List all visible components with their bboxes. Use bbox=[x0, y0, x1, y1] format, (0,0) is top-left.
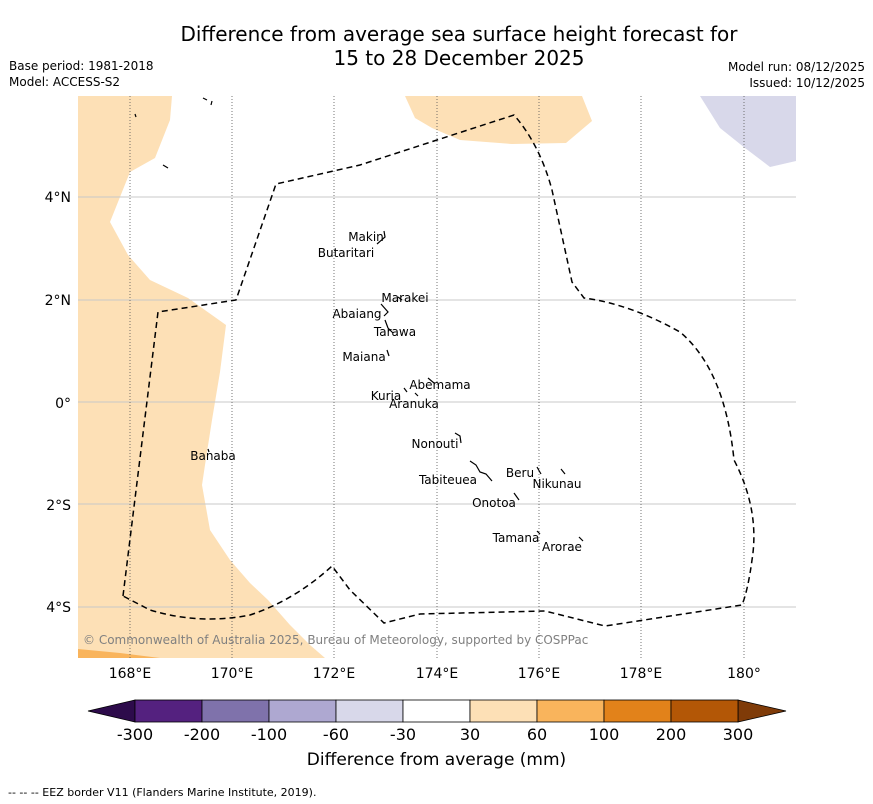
island-shape-maiana bbox=[386, 349, 390, 357]
label-abaiang: Abaiang bbox=[332, 307, 381, 321]
map-area: Makin Butaritari Marakei Abaiang Tarawa … bbox=[78, 96, 796, 658]
colorbar-tick: -200 bbox=[184, 725, 220, 744]
island-shape-beru bbox=[536, 466, 542, 475]
label-banaba: Banaba bbox=[190, 449, 236, 463]
model-info: Base period: 1981-2018 Model: ACCESS-S2 bbox=[9, 58, 154, 90]
label-nikunau: Nikunau bbox=[532, 477, 581, 491]
lon-axis-labels: 168°E 170°E 172°E 174°E 176°E 178°E 180° bbox=[109, 666, 761, 682]
island-shape-kuria bbox=[403, 387, 419, 397]
label-nonouti: Nonouti bbox=[412, 437, 459, 451]
island-shape-marshall-b bbox=[162, 164, 169, 169]
lon-label-180: 180° bbox=[727, 666, 761, 682]
island-shape-tabiteuea bbox=[469, 460, 493, 482]
lat-label-2s: 2°S bbox=[46, 498, 71, 514]
island-shape-nonouti bbox=[454, 432, 462, 444]
colorbar-swatch bbox=[469, 699, 538, 723]
colorbar-tick: 60 bbox=[527, 725, 547, 744]
colorbar-tick: 100 bbox=[589, 725, 620, 744]
island-shape-marshall-c bbox=[202, 97, 213, 106]
colorbar-swatch bbox=[536, 699, 605, 723]
colorbar-swatch bbox=[134, 699, 203, 723]
lon-label-172e: 172°E bbox=[313, 666, 356, 682]
eez-border bbox=[122, 114, 755, 627]
lat-label-0: 0° bbox=[55, 396, 71, 412]
colorbar-tick: -30 bbox=[390, 725, 416, 744]
label-tamana: Tamana bbox=[492, 531, 540, 545]
island-shape-marshall-a bbox=[134, 113, 137, 118]
label-makin: Makin bbox=[348, 230, 384, 244]
anomaly-region-west bbox=[78, 96, 325, 658]
label-kuria: Kuria bbox=[371, 389, 402, 403]
colorbar-label: Difference from average (mm) bbox=[306, 750, 567, 770]
colorbar-swatch bbox=[670, 699, 739, 723]
island-shape-onotoa bbox=[513, 492, 520, 501]
label-maiana: Maiana bbox=[342, 350, 385, 364]
colorbar-tick: -100 bbox=[251, 725, 287, 744]
lat-axis-labels: 4°N 2°N 0° 2°S 4°S bbox=[45, 190, 72, 616]
base-period: Base period: 1981-2018 bbox=[9, 59, 154, 73]
colorbar-swatches bbox=[134, 699, 739, 723]
label-tarawa: Tarawa bbox=[373, 325, 416, 339]
colorbar-tick: -60 bbox=[323, 725, 349, 744]
island-shape-tarawa bbox=[384, 319, 394, 334]
label-arorae: Arorae bbox=[542, 540, 582, 554]
lat-label-4s: 4°S bbox=[46, 600, 71, 616]
model-name: Model: ACCESS-S2 bbox=[9, 75, 121, 89]
model-run: Model run: 08/12/2025 bbox=[727, 60, 865, 74]
lat-label-2n: 2°N bbox=[45, 293, 71, 309]
island-shape-makin bbox=[376, 230, 386, 245]
copyright-text: © Commonwealth of Australia 2025, Bureau… bbox=[83, 633, 588, 647]
lon-label-170e: 170°E bbox=[211, 666, 254, 682]
colorbar-swatch bbox=[201, 699, 270, 723]
island-shape-tamana bbox=[536, 530, 541, 535]
lat-label-4n: 4°N bbox=[45, 190, 71, 206]
lon-label-178e: 178°E bbox=[620, 666, 663, 682]
colorbar-swatch bbox=[268, 699, 337, 723]
map-title-line2: 15 to 28 December 2025 bbox=[333, 46, 585, 70]
colorbar-over-arrow bbox=[737, 699, 787, 723]
colorbar-tick: 30 bbox=[460, 725, 480, 744]
colorbar-swatch bbox=[335, 699, 404, 723]
anomaly-region-northeast bbox=[700, 96, 796, 167]
run-info: Model run: 08/12/2025 Issued: 10/12/2025 bbox=[728, 59, 865, 91]
island-labels: Makin Butaritari Marakei Abaiang Tarawa … bbox=[190, 230, 582, 554]
colorbar: -300 -200 -100 -60 -30 30 60 100 200 300 bbox=[87, 699, 787, 744]
island-shape-arorae bbox=[578, 536, 584, 542]
colorbar-swatch bbox=[402, 699, 471, 723]
island-shape-abaiang bbox=[380, 303, 389, 317]
colorbar-swatch bbox=[603, 699, 672, 723]
colorbar-under-arrow bbox=[87, 699, 136, 723]
colorbar-ticks: -300 -200 -100 -60 -30 30 60 100 200 300 bbox=[117, 725, 753, 744]
colorbar-tick: 300 bbox=[723, 725, 754, 744]
eez-legend-footer: -- -- -- EEZ border V11 (Flanders Marine… bbox=[8, 786, 317, 799]
label-marakei: Marakei bbox=[381, 291, 428, 305]
lon-label-168e: 168°E bbox=[109, 666, 152, 682]
map-title-line1: Difference from average sea surface heig… bbox=[180, 22, 738, 46]
island-shape-nikunau bbox=[560, 468, 566, 475]
island-shapes bbox=[134, 97, 584, 542]
label-aranuka: Aranuka bbox=[389, 397, 439, 411]
island-shape-marakei bbox=[397, 296, 403, 301]
anomaly-region-north bbox=[405, 96, 592, 144]
label-abemama: Abemama bbox=[409, 378, 470, 392]
graticule bbox=[78, 96, 796, 658]
lon-label-174e: 174°E bbox=[416, 666, 459, 682]
label-onotoa: Onotoa bbox=[472, 496, 516, 510]
island-shape-abemama bbox=[427, 377, 435, 384]
label-butaritari: Butaritari bbox=[318, 246, 375, 260]
issued-date: Issued: 10/12/2025 bbox=[749, 76, 865, 90]
island-shape-banaba bbox=[207, 448, 210, 453]
colorbar-tick: 200 bbox=[656, 725, 687, 744]
label-tabiteuea: Tabiteuea bbox=[418, 473, 477, 487]
label-beru: Beru bbox=[506, 466, 534, 480]
anomaly-region-west-bottom bbox=[78, 649, 160, 658]
lon-label-176e: 176°E bbox=[518, 666, 561, 682]
colorbar-tick: -300 bbox=[117, 725, 153, 744]
map-title: Difference from average sea surface heig… bbox=[0, 22, 873, 70]
